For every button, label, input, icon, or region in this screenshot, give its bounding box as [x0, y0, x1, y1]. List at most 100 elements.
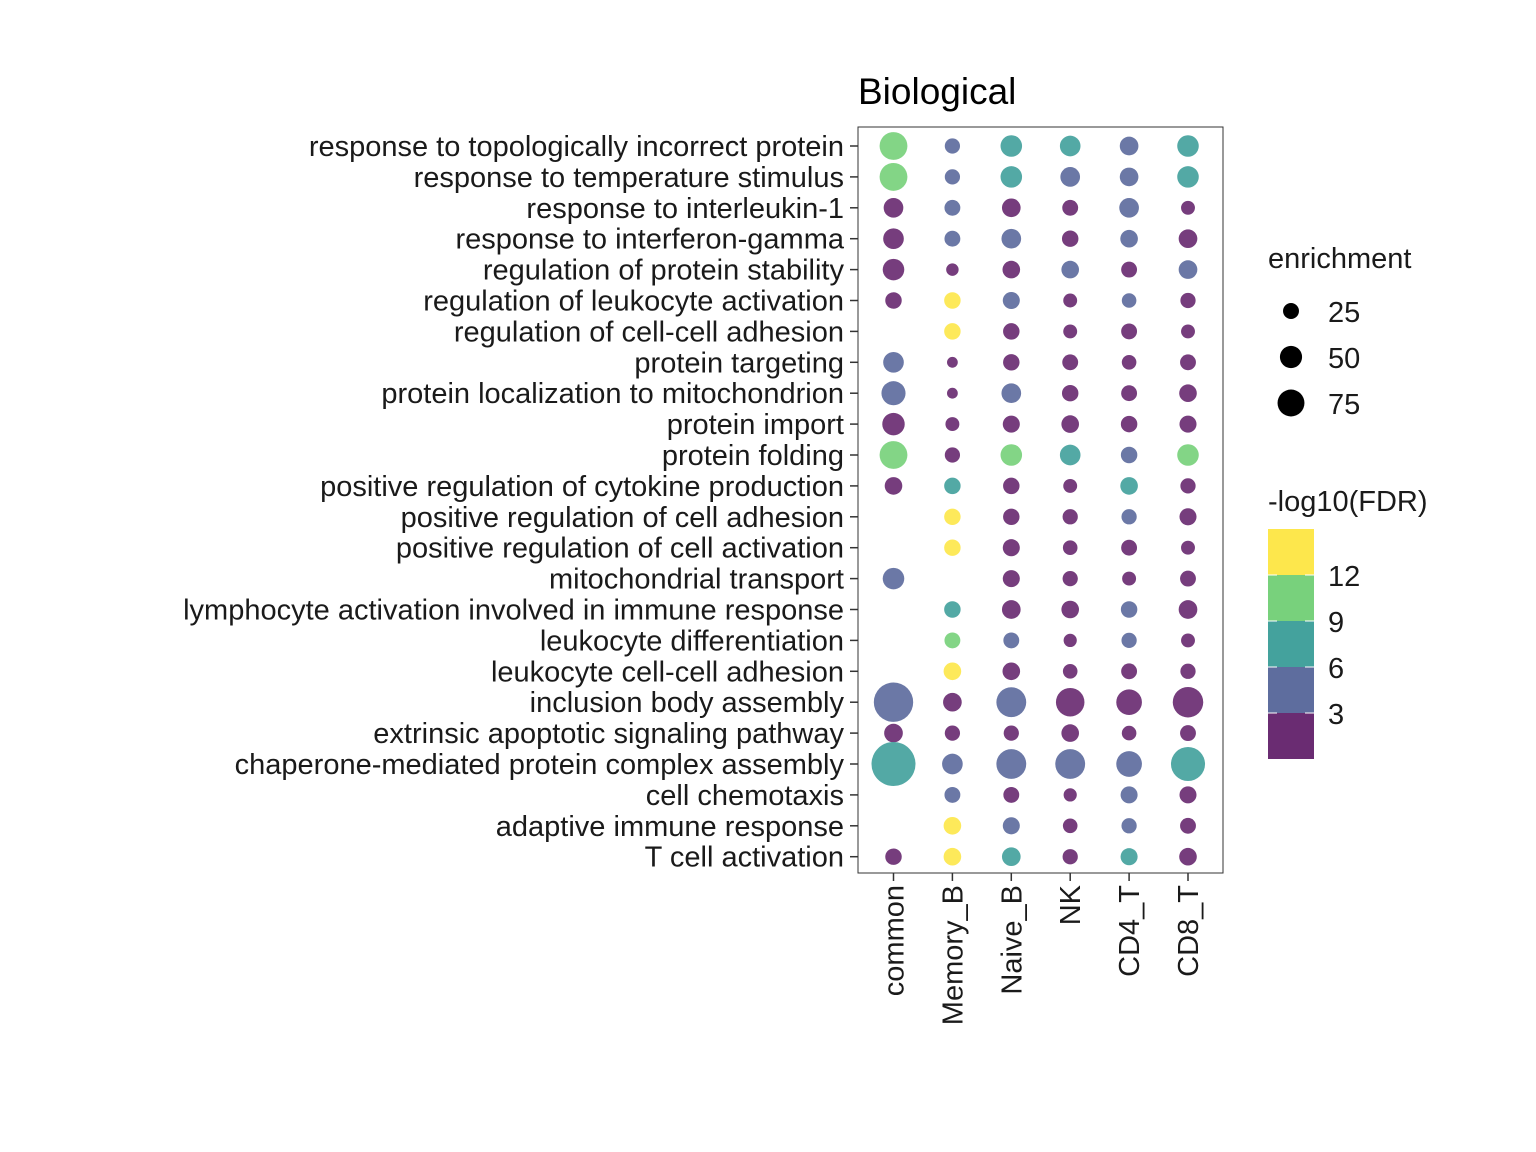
point-response-to-topologically-incorrect-protein-nk: [1059, 135, 1081, 157]
point-cell-chemotaxis-cd8-t: [1179, 786, 1197, 804]
point-chaperone-mediated-protein-complex-assembly-cd4-t: [1116, 751, 1142, 777]
point-protein-import-common: [882, 412, 905, 436]
data-points: [871, 132, 1206, 867]
point-regulation-of-cell-cell-adhesion-naive-b: [1003, 323, 1020, 340]
y-tick-label-adaptive-immune-response: adaptive immune response: [496, 811, 844, 843]
point-extrinsic-apoptotic-signaling-pathway-naive-b: [1003, 725, 1019, 741]
x-tick-label-cd4-t: CD4_T: [1114, 885, 1146, 977]
point-response-to-temperature-stimulus-cd4-t: [1119, 167, 1139, 187]
point-regulation-of-cell-cell-adhesion-memory-b: [944, 323, 961, 340]
y-tick-label-positive-regulation-of-cell-activation: positive regulation of cell activation: [396, 533, 844, 565]
point-regulation-of-protein-stability-naive-b: [1002, 260, 1021, 279]
point-leukocyte-differentiation-naive-b: [1003, 632, 1020, 649]
point-protein-targeting-naive-b: [1003, 354, 1020, 371]
point-chaperone-mediated-protein-complex-assembly-nk: [1055, 749, 1086, 779]
point-protein-targeting-nk: [1062, 354, 1079, 371]
x-tick-label-nk: NK: [1055, 884, 1087, 925]
point-response-to-interferon-gamma-cd8-t: [1178, 229, 1198, 249]
y-tick-label-response-to-interleukin-1: response to interleukin-1: [526, 193, 844, 225]
x-tick-label-cd8-t: CD8_T: [1173, 885, 1205, 977]
point-regulation-of-cell-cell-adhesion-cd4-t: [1121, 323, 1138, 340]
point-extrinsic-apoptotic-signaling-pathway-memory-b: [944, 725, 961, 741]
point-response-to-topologically-incorrect-protein-cd8-t: [1177, 135, 1199, 157]
color-legend-label-3: 3: [1328, 699, 1344, 731]
point-positive-regulation-of-cytokine-production-cd8-t: [1180, 478, 1196, 494]
x-tick-label-common: common: [879, 885, 911, 996]
point-regulation-of-cell-cell-adhesion-cd8-t: [1181, 324, 1195, 339]
size-legend-key-75: [1277, 389, 1305, 417]
point-response-to-topologically-incorrect-protein-cd4-t: [1119, 136, 1139, 156]
point-response-to-temperature-stimulus-memory-b: [944, 169, 961, 185]
point-protein-import-naive-b: [1002, 415, 1020, 433]
y-axis-labels: response to topologically incorrect prot…: [183, 131, 858, 874]
size-legend: enrichment 25 50 75: [1268, 243, 1411, 421]
size-legend-title: enrichment: [1268, 243, 1411, 275]
point-protein-folding-cd4-t: [1120, 446, 1138, 464]
point-mitochondrial-transport-common: [882, 567, 905, 590]
point-regulation-of-protein-stability-nk: [1061, 260, 1079, 279]
point-lymphocyte-activation-involved-in-immune-response-nk: [1061, 600, 1079, 619]
point-t-cell-activation-common: [885, 848, 902, 865]
point-response-to-interferon-gamma-memory-b: [944, 230, 961, 247]
point-lymphocyte-activation-involved-in-immune-response-cd4-t: [1120, 601, 1138, 618]
point-response-to-interferon-gamma-naive-b: [1001, 228, 1022, 249]
point-leukocyte-differentiation-cd8-t: [1181, 633, 1195, 648]
y-tick-label-leukocyte-differentiation: leukocyte differentiation: [540, 625, 844, 657]
point-response-to-interferon-gamma-common: [883, 228, 904, 250]
point-mitochondrial-transport-cd8-t: [1180, 570, 1196, 587]
point-regulation-of-leukocyte-activation-nk: [1063, 293, 1078, 308]
point-chaperone-mediated-protein-complex-assembly-common: [871, 742, 916, 786]
point-positive-regulation-of-cell-activation-memory-b: [944, 539, 961, 556]
point-protein-localization-to-mitochondrion-cd4-t: [1121, 385, 1138, 402]
point-regulation-of-protein-stability-cd8-t: [1178, 260, 1198, 279]
point-response-to-interleukin-1-cd4-t: [1119, 197, 1139, 218]
size-legend-key-25: [1283, 303, 1299, 319]
point-response-to-temperature-stimulus-naive-b: [1000, 166, 1023, 188]
point-positive-regulation-of-cytokine-production-naive-b: [1003, 477, 1020, 495]
x-tick-label-memory-b: Memory_B: [937, 885, 969, 1025]
point-protein-localization-to-mitochondrion-nk: [1061, 384, 1079, 402]
point-inclusion-body-assembly-common: [873, 682, 914, 722]
y-tick-label-regulation-of-protein-stability: regulation of protein stability: [483, 255, 845, 287]
point-positive-regulation-of-cytokine-production-nk: [1063, 478, 1078, 493]
color-legend-label-12: 12: [1328, 561, 1360, 593]
point-t-cell-activation-nk: [1062, 849, 1078, 865]
point-response-to-interleukin-1-cd8-t: [1181, 200, 1195, 215]
point-protein-folding-nk: [1059, 444, 1081, 466]
point-protein-folding-naive-b: [1000, 444, 1023, 466]
point-positive-regulation-of-cytokine-production-memory-b: [944, 477, 961, 495]
x-axis-labels: common Memory_B Naive_B NK CD4_T CD8_T: [879, 873, 1205, 1025]
color-legend-bin-4: [1268, 529, 1314, 575]
size-legend-label-25: 25: [1328, 297, 1360, 329]
point-adaptive-immune-response-naive-b: [1002, 817, 1020, 835]
size-legend-key-50: [1279, 345, 1303, 369]
point-leukocyte-cell-cell-adhesion-naive-b: [1002, 662, 1021, 681]
point-regulation-of-leukocyte-activation-naive-b: [1002, 291, 1020, 310]
point-protein-targeting-memory-b: [947, 356, 958, 368]
y-tick-label-lymphocyte-activation-involved-in-immune-response: lymphocyte activation involved in immune…: [183, 595, 844, 627]
point-protein-targeting-cd8-t: [1180, 354, 1196, 371]
point-response-to-temperature-stimulus-cd8-t: [1177, 166, 1199, 188]
point-cell-chemotaxis-nk: [1063, 788, 1077, 802]
point-leukocyte-differentiation-cd4-t: [1121, 632, 1137, 649]
point-chaperone-mediated-protein-complex-assembly-memory-b: [942, 753, 963, 775]
point-leukocyte-cell-cell-adhesion-memory-b: [943, 662, 962, 681]
point-adaptive-immune-response-cd8-t: [1180, 817, 1196, 834]
point-positive-regulation-of-cell-adhesion-naive-b: [1003, 508, 1020, 526]
point-regulation-of-leukocyte-activation-common: [885, 292, 902, 309]
y-tick-label-inclusion-body-assembly: inclusion body assembly: [530, 687, 845, 719]
point-response-to-interleukin-1-nk: [1062, 199, 1079, 216]
y-tick-label-regulation-of-leukocyte-activation: regulation of leukocyte activation: [423, 286, 844, 318]
point-inclusion-body-assembly-nk: [1055, 687, 1085, 717]
point-inclusion-body-assembly-cd8-t: [1172, 686, 1204, 718]
point-regulation-of-cell-cell-adhesion-nk: [1063, 324, 1078, 339]
point-protein-folding-cd8-t: [1177, 444, 1199, 466]
point-response-to-topologically-incorrect-protein-naive-b: [1000, 135, 1023, 157]
point-positive-regulation-of-cell-activation-cd4-t: [1121, 539, 1138, 556]
size-legend-label-75: 75: [1328, 389, 1360, 421]
point-positive-regulation-of-cell-adhesion-memory-b: [944, 508, 961, 526]
point-mitochondrial-transport-nk: [1062, 570, 1078, 587]
color-legend-bin-1: [1268, 667, 1314, 713]
point-inclusion-body-assembly-cd4-t: [1116, 689, 1142, 716]
point-response-to-topologically-incorrect-protein-memory-b: [944, 138, 961, 154]
